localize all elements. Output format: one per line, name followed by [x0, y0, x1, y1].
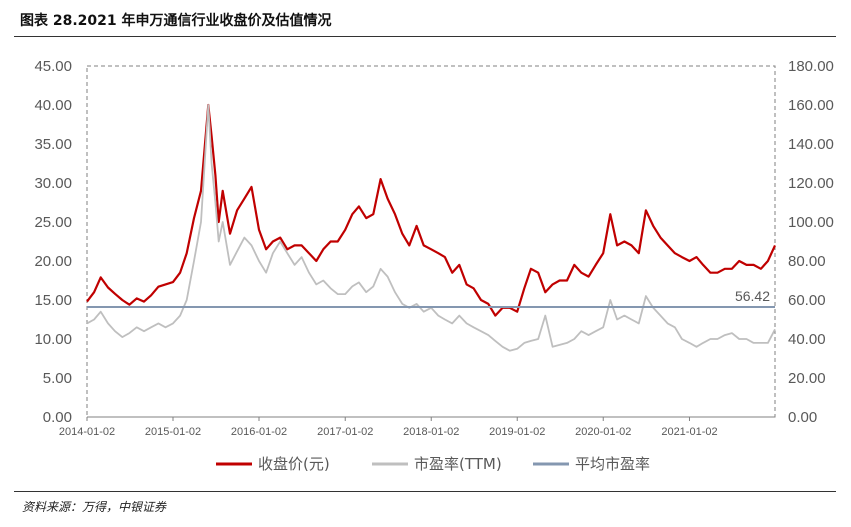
source-divider [14, 491, 836, 492]
legend-avg-pe-label: 平均市盈率 [575, 455, 650, 473]
close-price-line [86, 103, 777, 317]
y-tick-label-right: 80.00 [788, 253, 826, 270]
x-tick-label: 2019-01-02 [489, 426, 545, 438]
y-tick-label-right: 120.00 [788, 175, 834, 192]
y-tick-label-right: 180.00 [788, 58, 834, 75]
x-tick-label: 2020-01-02 [575, 426, 631, 438]
legend-pe-ttm-label: 市盈率(TTM) [414, 455, 502, 473]
y-tick-label-right: 40.00 [788, 331, 826, 348]
y-tick-label-right: 140.00 [788, 136, 834, 153]
legend-close-price-label: 收盘价(元) [258, 455, 330, 473]
x-tick-label: 2014-01-02 [59, 426, 115, 438]
x-tick-label: 2018-01-02 [403, 426, 459, 438]
y-tick-label-left: 45.00 [34, 58, 72, 75]
y-tick-label-right: 100.00 [788, 214, 834, 231]
pe-ttm-line [86, 104, 776, 352]
y-tick-label-left: 30.00 [34, 175, 72, 192]
y-tick-label-left: 40.00 [34, 97, 72, 114]
y-tick-label-left: 15.00 [34, 292, 72, 309]
legend: 收盘价(元) 市盈率(TTM) 平均市盈率 [216, 455, 650, 473]
x-axis: 2014-01-02 2015-01-02 2016-01-02 2017-01-02… [59, 416, 775, 438]
left-axis: 0.00 5.00 10.00 15.00 20.00 25.00 30.00 35.00 40… [34, 58, 72, 426]
source-note: 资料来源：万得，中银证券 [22, 500, 167, 514]
x-tick-label: 2015-01-02 [145, 426, 201, 438]
title-divider [14, 36, 836, 37]
y-tick-label-left: 25.00 [34, 214, 72, 231]
y-tick-label-left: 20.00 [34, 253, 72, 270]
y-tick-label-left: 35.00 [34, 136, 72, 153]
y-tick-label-right: 20.00 [788, 370, 826, 387]
y-tick-label-left: 10.00 [34, 331, 72, 348]
right-axis: 0.00 20.00 40.00 60.00 80.00 100.00 120.00 140.… [788, 58, 834, 426]
y-tick-label-right: 0.00 [788, 409, 817, 426]
y-tick-label-left: 5.00 [43, 370, 72, 387]
series-layer: 56.42 [86, 103, 777, 352]
avg-pe-label: 56.42 [735, 288, 770, 304]
figure-title: 图表 28.2021 年申万通信行业收盘价及估值情况 [20, 13, 332, 29]
x-tick-label: 2021-01-02 [661, 426, 717, 438]
x-tick-label: 2016-01-02 [231, 426, 287, 438]
y-tick-label-left: 0.00 [43, 409, 72, 426]
y-tick-label-right: 60.00 [788, 292, 826, 309]
y-tick-label-right: 160.00 [788, 97, 834, 114]
x-tick-label: 2017-01-02 [317, 426, 373, 438]
